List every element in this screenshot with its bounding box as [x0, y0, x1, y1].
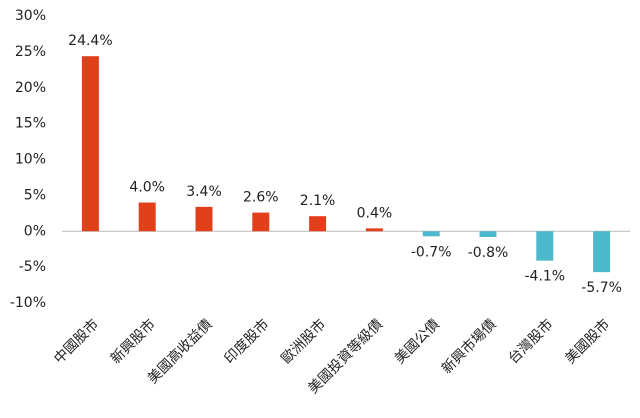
bar	[593, 231, 611, 273]
y-tick-label: 0%	[24, 223, 46, 239]
bar	[422, 231, 440, 237]
value-label: -0.7%	[411, 244, 452, 260]
value-label: 3.4%	[186, 184, 222, 200]
value-label: 0.4%	[357, 205, 393, 221]
x-tick-label: 美國股市	[562, 316, 614, 368]
bar	[309, 216, 327, 232]
value-label: 24.4%	[68, 33, 112, 49]
x-tick-label: 印度股市	[221, 316, 273, 368]
y-tick-label: -10%	[10, 295, 46, 311]
y-tick-label: 30%	[15, 8, 46, 24]
value-label: -5.7%	[581, 280, 622, 296]
x-tick-label: 台灣股市	[505, 316, 557, 368]
bar	[365, 228, 383, 232]
value-label: 2.1%	[300, 193, 336, 209]
y-tick-label: 20%	[15, 80, 46, 96]
bar	[138, 202, 156, 232]
value-label: -4.1%	[524, 269, 565, 285]
bar	[252, 212, 270, 232]
x-tick-label: 美國公債	[392, 316, 443, 367]
y-tick-label: 15%	[15, 116, 46, 132]
x-tick-label: 新興股市	[107, 316, 159, 368]
value-label: -0.8%	[468, 245, 509, 261]
value-label: 4.0%	[129, 180, 165, 196]
x-tick-label: 新興市場債	[438, 316, 500, 378]
value-label: 2.6%	[243, 190, 279, 206]
bar	[536, 231, 554, 261]
y-tick-label: -5%	[19, 259, 46, 275]
y-tick-label: 25%	[15, 44, 46, 60]
bar	[81, 56, 99, 232]
y-tick-label: 10%	[15, 152, 46, 168]
bar	[195, 206, 213, 232]
bar	[479, 231, 497, 237]
x-tick-label: 中國股市	[50, 316, 102, 368]
x-tick-label: 歐洲股市	[278, 316, 330, 368]
y-tick-label: 5%	[24, 187, 46, 203]
